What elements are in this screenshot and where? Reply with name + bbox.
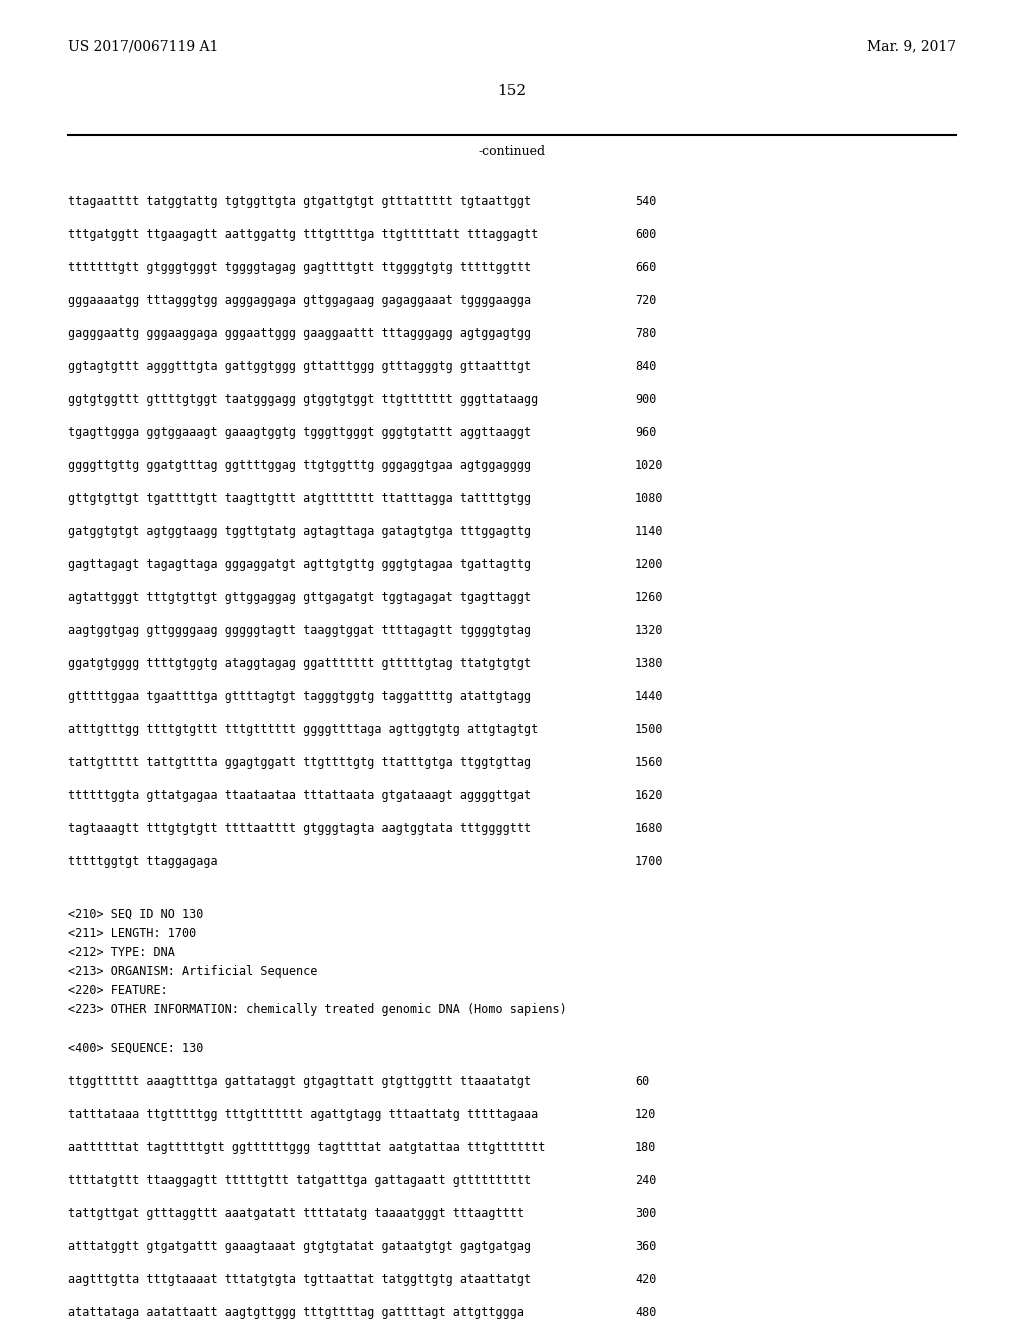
Text: aagtttgtta tttgtaaaat tttatgtgta tgttaattat tatggttgtg ataattatgt: aagtttgtta tttgtaaaat tttatgtgta tgttaat…: [68, 1272, 531, 1286]
Text: tttttggtgt ttaggagaga: tttttggtgt ttaggagaga: [68, 855, 218, 869]
Text: 300: 300: [635, 1206, 656, 1220]
Text: tatttataaa ttgtttttgg tttgttttttt agattgtagg tttaattatg tttttagaaa: tatttataaa ttgtttttgg tttgttttttt agattg…: [68, 1107, 539, 1121]
Text: tgagttggga ggtggaaagt gaaagtggtg tgggttgggt gggtgtattt aggttaaggt: tgagttggga ggtggaaagt gaaagtggtg tgggttg…: [68, 426, 531, 440]
Text: 360: 360: [635, 1239, 656, 1253]
Text: gggaaaatgg tttagggtgg agggaggaga gttggagaag gagaggaaat tggggaagga: gggaaaatgg tttagggtgg agggaggaga gttggag…: [68, 294, 531, 308]
Text: ggatgtgggg ttttgtggtg ataggtagag ggattttttt gtttttgtag ttatgtgtgt: ggatgtgggg ttttgtggtg ataggtagag ggatttt…: [68, 657, 531, 671]
Text: <213> ORGANISM: Artificial Sequence: <213> ORGANISM: Artificial Sequence: [68, 965, 317, 978]
Text: 1680: 1680: [635, 822, 664, 836]
Text: 1620: 1620: [635, 789, 664, 803]
Text: 120: 120: [635, 1107, 656, 1121]
Text: 420: 420: [635, 1272, 656, 1286]
Text: 180: 180: [635, 1140, 656, 1154]
Text: ggggttgttg ggatgtttag ggttttggag ttgtggtttg gggaggtgaa agtggagggg: ggggttgttg ggatgtttag ggttttggag ttgtggt…: [68, 459, 531, 473]
Text: ttagaatttt tatggtattg tgtggttgta gtgattgtgt gtttattttt tgtaattggt: ttagaatttt tatggtattg tgtggttgta gtgattg…: [68, 195, 531, 209]
Text: 840: 840: [635, 360, 656, 374]
Text: 1140: 1140: [635, 525, 664, 539]
Text: ggtagtgttt agggtttgta gattggtggg gttatttggg gtttagggtg gttaatttgt: ggtagtgttt agggtttgta gattggtggg gttattt…: [68, 360, 531, 374]
Text: 1260: 1260: [635, 591, 664, 605]
Text: 60: 60: [635, 1074, 649, 1088]
Text: <400> SEQUENCE: 130: <400> SEQUENCE: 130: [68, 1041, 204, 1055]
Text: 1380: 1380: [635, 657, 664, 671]
Text: 1560: 1560: [635, 756, 664, 770]
Text: 1020: 1020: [635, 459, 664, 473]
Text: ggtgtggttt gttttgtggt taatgggagg gtggtgtggt ttgttttttt gggttataagg: ggtgtggttt gttttgtggt taatgggagg gtggtgt…: [68, 393, 539, 407]
Text: tttttttgtt gtgggtgggt tggggtagag gagttttgtt ttggggtgtg tttttggttt: tttttttgtt gtgggtgggt tggggtagag gagtttt…: [68, 261, 531, 275]
Text: gttgtgttgt tgattttgtt taagttgttt atgttttttt ttatttagga tattttgtgg: gttgtgttgt tgattttgtt taagttgttt atgtttt…: [68, 492, 531, 506]
Text: atttatggtt gtgatgattt gaaagtaaat gtgtgtatat gataatgtgt gagtgatgag: atttatggtt gtgatgattt gaaagtaaat gtgtgta…: [68, 1239, 531, 1253]
Text: gagttagagt tagagttaga gggaggatgt agttgtgttg gggtgtagaa tgattagttg: gagttagagt tagagttaga gggaggatgt agttgtg…: [68, 558, 531, 572]
Text: 900: 900: [635, 393, 656, 407]
Text: 720: 720: [635, 294, 656, 308]
Text: atttgtttgg ttttgtgttt tttgtttttt ggggttttaga agttggtgtg attgtagtgt: atttgtttgg ttttgtgttt tttgtttttt ggggttt…: [68, 723, 539, 737]
Text: ttttatgttt ttaaggagtt tttttgttt tatgatttga gattagaatt gtttttttttt: ttttatgttt ttaaggagtt tttttgttt tatgattt…: [68, 1173, 531, 1187]
Text: US 2017/0067119 A1: US 2017/0067119 A1: [68, 40, 218, 53]
Text: 1080: 1080: [635, 492, 664, 506]
Text: <210> SEQ ID NO 130: <210> SEQ ID NO 130: [68, 908, 204, 921]
Text: 1200: 1200: [635, 558, 664, 572]
Text: 1320: 1320: [635, 624, 664, 638]
Text: 1500: 1500: [635, 723, 664, 737]
Text: gagggaattg gggaaggaga gggaattggg gaaggaattt tttagggagg agtggagtgg: gagggaattg gggaaggaga gggaattggg gaaggaa…: [68, 327, 531, 341]
Text: <211> LENGTH: 1700: <211> LENGTH: 1700: [68, 927, 197, 940]
Text: aattttttat tagtttttgtt ggttttttggg tagttttat aatgtattaa tttgttttttt: aattttttat tagtttttgtt ggttttttggg tagtt…: [68, 1140, 546, 1154]
Text: 1700: 1700: [635, 855, 664, 869]
Text: -continued: -continued: [478, 145, 546, 158]
Text: <220> FEATURE:: <220> FEATURE:: [68, 983, 168, 997]
Text: agtattgggt tttgtgttgt gttggaggag gttgagatgt tggtagagat tgagttaggt: agtattgggt tttgtgttgt gttggaggag gttgaga…: [68, 591, 531, 605]
Text: ttggtttttt aaagttttga gattataggt gtgagttatt gtgttggttt ttaaatatgt: ttggtttttt aaagttttga gattataggt gtgagtt…: [68, 1074, 531, 1088]
Text: 780: 780: [635, 327, 656, 341]
Text: 600: 600: [635, 228, 656, 242]
Text: 960: 960: [635, 426, 656, 440]
Text: 240: 240: [635, 1173, 656, 1187]
Text: <212> TYPE: DNA: <212> TYPE: DNA: [68, 946, 175, 960]
Text: 540: 540: [635, 195, 656, 209]
Text: gtttttggaa tgaattttga gttttagtgt tagggtggtg taggattttg atattgtagg: gtttttggaa tgaattttga gttttagtgt tagggtg…: [68, 690, 531, 704]
Text: ttttttggta gttatgagaa ttaataataa tttattaata gtgataaagt aggggttgat: ttttttggta gttatgagaa ttaataataa tttatta…: [68, 789, 531, 803]
Text: <223> OTHER INFORMATION: chemically treated genomic DNA (Homo sapiens): <223> OTHER INFORMATION: chemically trea…: [68, 1003, 566, 1016]
Text: 480: 480: [635, 1305, 656, 1319]
Text: tattgttttt tattgtttta ggagtggatt ttgttttgtg ttatttgtga ttggtgttag: tattgttttt tattgtttta ggagtggatt ttgtttt…: [68, 756, 531, 770]
Text: 1440: 1440: [635, 690, 664, 704]
Text: tagtaaagtt tttgtgtgtt ttttaatttt gtgggtagta aagtggtata tttggggttt: tagtaaagtt tttgtgtgtt ttttaatttt gtgggta…: [68, 822, 531, 836]
Text: Mar. 9, 2017: Mar. 9, 2017: [867, 40, 956, 53]
Text: tattgttgat gtttaggttt aaatgatatt ttttatatg taaaatgggt tttaagtttt: tattgttgat gtttaggttt aaatgatatt ttttata…: [68, 1206, 524, 1220]
Text: 660: 660: [635, 261, 656, 275]
Text: atattataga aatattaatt aagtgttggg tttgttttag gattttagt attgttggga: atattataga aatattaatt aagtgttggg tttgttt…: [68, 1305, 524, 1319]
Text: gatggtgtgt agtggtaagg tggttgtatg agtagttaga gatagtgtga tttggagttg: gatggtgtgt agtggtaagg tggttgtatg agtagtt…: [68, 525, 531, 539]
Text: 152: 152: [498, 84, 526, 98]
Text: aagtggtgag gttggggaag gggggtagtt taaggtggat ttttagagtt tggggtgtag: aagtggtgag gttggggaag gggggtagtt taaggtg…: [68, 624, 531, 638]
Text: tttgatggtt ttgaagagtt aattggattg tttgttttga ttgtttttatt tttaggagtt: tttgatggtt ttgaagagtt aattggattg tttgttt…: [68, 228, 539, 242]
